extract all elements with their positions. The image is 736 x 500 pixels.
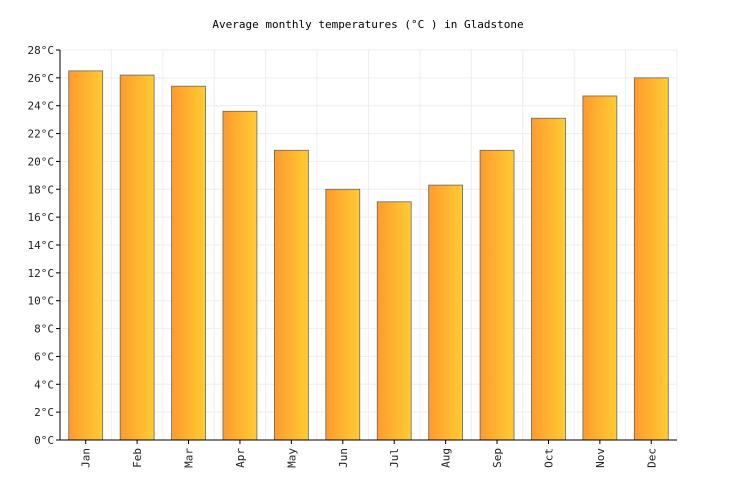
x-tick-label-nov: Nov <box>594 448 607 468</box>
y-tick-label: 12°C <box>28 267 55 280</box>
bar-nov <box>582 95 618 441</box>
bar-aug <box>428 184 463 441</box>
x-tick-label-apr: Apr <box>234 448 247 468</box>
x-tick-labels: Jan Feb Mar Apr May Jun Jul Aug Sep Oct Nov Dec <box>80 440 658 468</box>
x-tick-label-jun: Jun <box>337 448 350 468</box>
bar-feb <box>119 74 155 441</box>
y-tick-label: 10°C <box>28 295 55 308</box>
bar-sep <box>479 149 515 441</box>
y-tick-label: 0°C <box>34 434 54 447</box>
x-tick-label-feb: Feb <box>131 448 144 468</box>
x-tick-label-jan: Jan <box>80 448 93 468</box>
y-tick-labels: 0°C 2°C 4°C 6°C 8°C 10°C 12°C 14°C 16°C 18°C 20°C 2… <box>28 44 60 447</box>
x-tick-label-sep: Sep <box>491 448 504 468</box>
y-tick-label: 24°C <box>28 100 55 113</box>
bar-jul <box>376 201 412 441</box>
bars <box>68 70 669 441</box>
y-tick-label: 16°C <box>28 211 55 224</box>
y-tick-label: 2°C <box>34 406 54 419</box>
y-tick-label: 22°C <box>28 128 55 141</box>
y-tick-label: 4°C <box>34 378 54 391</box>
y-tick-label: 26°C <box>28 72 55 85</box>
y-tick-label: 28°C <box>28 44 55 57</box>
x-tick-label-aug: Aug <box>440 448 453 468</box>
chart-title: Average monthly temperatures (°C ) in Gl… <box>212 18 524 31</box>
x-tick-label-may: May <box>285 448 298 468</box>
bar-oct <box>531 117 566 441</box>
y-tick-label: 6°C <box>34 350 54 363</box>
y-tick-label: 14°C <box>28 239 55 252</box>
bar-mar <box>171 85 206 441</box>
x-tick-label-mar: Mar <box>183 448 196 468</box>
bar-may <box>274 149 309 441</box>
x-tick-label-oct: Oct <box>542 448 555 468</box>
bar-dec <box>633 77 669 441</box>
bar-apr <box>222 110 258 441</box>
x-tick-label-dec: Dec <box>645 448 658 468</box>
y-tick-label: 20°C <box>28 155 55 168</box>
y-tick-label: 8°C <box>34 323 54 336</box>
bar-jan <box>68 70 104 441</box>
x-tick-label-jul: Jul <box>388 448 401 468</box>
y-tick-label: 18°C <box>28 183 55 196</box>
bar-jun <box>325 188 361 441</box>
